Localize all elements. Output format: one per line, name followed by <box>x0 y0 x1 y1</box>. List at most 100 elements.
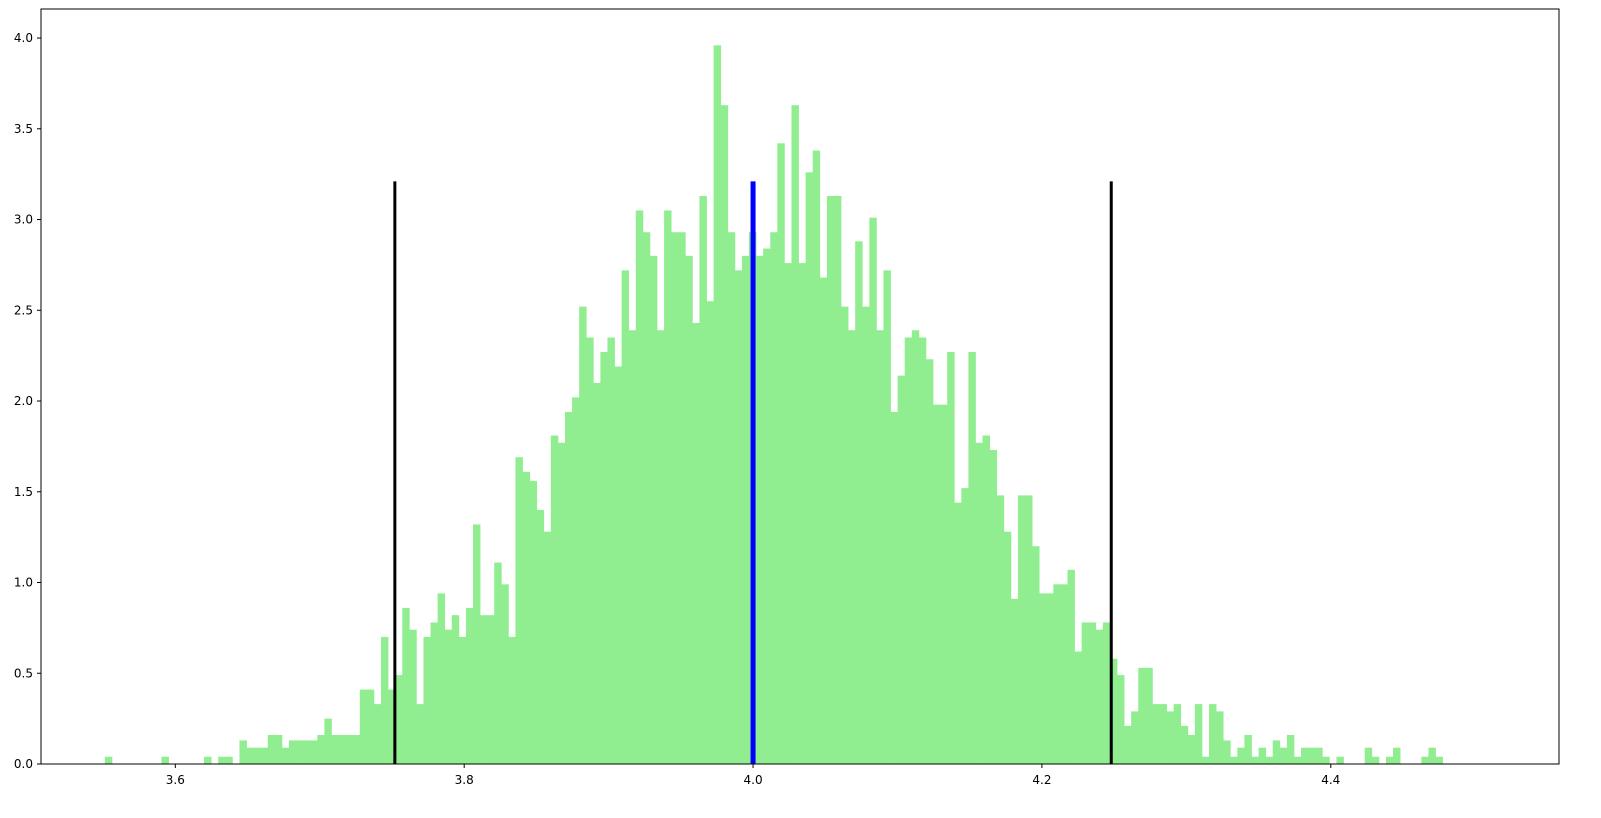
histogram-bar <box>805 172 814 765</box>
histogram-bar <box>1166 711 1175 764</box>
y-tick-label: 3.0 <box>14 213 33 227</box>
histogram-bar <box>756 255 764 764</box>
histogram-bar <box>954 502 962 764</box>
histogram-bar <box>1272 740 1281 764</box>
y-tick-label: 0.0 <box>14 757 33 771</box>
histogram-bar <box>458 636 467 764</box>
histogram-bar <box>324 718 332 764</box>
y-axis-ticks: 0.0 0.5 1.0 1.5 2.0 2.5 3.0 3.5 4.0 <box>14 31 41 771</box>
histogram-bar <box>345 734 354 764</box>
histogram-bar <box>1265 756 1274 764</box>
histogram-bar <box>218 756 226 764</box>
histogram-bar <box>692 322 700 764</box>
histogram-bar <box>515 457 523 764</box>
histogram-bar <box>1010 598 1019 764</box>
histogram-bar <box>1315 747 1323 764</box>
histogram-bar <box>1145 667 1153 764</box>
histogram-bar <box>267 734 276 764</box>
histogram-bar <box>423 636 431 764</box>
y-tick-label: 4.0 <box>14 31 33 45</box>
histogram-bar <box>826 195 835 764</box>
histogram-bar <box>1081 622 1090 764</box>
histogram-bar <box>1173 704 1182 764</box>
histogram-bar <box>586 337 594 764</box>
histogram-bar <box>649 255 658 764</box>
histogram-bar <box>1102 622 1111 764</box>
histogram-bar <box>1251 756 1259 764</box>
histogram-bar <box>1223 740 1231 764</box>
histogram-bar <box>777 143 785 765</box>
histogram-bar <box>1060 584 1068 764</box>
histogram-bar <box>1258 747 1267 764</box>
histogram-bar <box>416 704 424 764</box>
y-tick-label: 1.5 <box>14 485 33 499</box>
histogram-bar <box>1017 495 1026 764</box>
histogram-bar <box>508 636 516 764</box>
histogram-bar <box>812 150 821 764</box>
histogram-bar <box>734 270 743 764</box>
histogram-bar <box>1385 756 1394 764</box>
histogram-bar <box>1308 747 1316 764</box>
histogram-bar <box>388 689 396 764</box>
histogram-bar <box>246 747 254 764</box>
histogram-bar <box>437 593 446 764</box>
histogram-bar <box>664 210 672 764</box>
histogram-bar <box>833 195 842 764</box>
histogram-bar <box>791 105 799 764</box>
histogram-bar <box>933 404 941 764</box>
histogram-bar <box>869 217 877 764</box>
histogram-bar <box>338 734 346 764</box>
histogram-bar <box>1159 704 1167 764</box>
histogram-bar <box>557 442 566 764</box>
histogram-bar <box>1364 747 1373 764</box>
histogram-bar <box>1067 569 1075 764</box>
histogram-bar <box>918 337 927 764</box>
histogram-bar <box>402 607 410 764</box>
histogram-bar <box>642 232 651 765</box>
histogram-bar <box>1053 584 1061 764</box>
histogram-bar <box>961 488 969 764</box>
histogram-bar <box>473 524 481 764</box>
y-tick-label: 2.5 <box>14 303 33 317</box>
x-axis-ticks: 3.6 3.8 4.0 4.2 4.4 <box>166 764 1340 787</box>
histogram-bar <box>1180 725 1189 764</box>
histogram-bar <box>487 615 495 764</box>
x-tick-label: 4.0 <box>744 773 763 787</box>
histogram-bar <box>288 740 297 764</box>
histogram-bar <box>1046 593 1054 764</box>
histogram-bar <box>274 734 283 764</box>
histogram-bar <box>727 232 736 765</box>
histogram-bar <box>713 45 722 765</box>
histogram-bar <box>982 435 990 764</box>
histogram-bar <box>253 747 262 764</box>
histogram-bar <box>366 689 375 764</box>
histogram-bar <box>381 636 389 764</box>
histogram-bar <box>303 740 311 764</box>
histogram-bar <box>1187 734 1196 764</box>
histogram-bar <box>395 675 403 764</box>
histogram-bar <box>1230 756 1238 764</box>
histogram-bar <box>331 734 339 764</box>
histogram-bar <box>848 330 856 764</box>
histogram-bar <box>1435 756 1443 764</box>
histogram-bar <box>1117 675 1125 764</box>
x-tick-label: 3.6 <box>166 773 185 787</box>
histogram-bar <box>359 689 368 764</box>
histogram-bar <box>565 411 573 764</box>
histogram-bar <box>310 740 318 764</box>
histogram-bar <box>685 255 693 764</box>
histogram-bar <box>1421 756 1429 764</box>
histogram-bar <box>204 756 212 764</box>
histogram-bar <box>890 411 898 764</box>
histogram-bar <box>911 330 920 764</box>
histogram-bar <box>1322 756 1330 764</box>
histogram-bar <box>1088 622 1097 764</box>
histogram-bar <box>621 270 630 764</box>
histogram-bar <box>741 255 750 764</box>
histogram-bar <box>975 442 983 764</box>
histogram-bar <box>1194 704 1203 764</box>
histogram-bar <box>925 359 934 764</box>
histogram-bar <box>1201 756 1210 764</box>
histogram-bar <box>543 531 552 764</box>
